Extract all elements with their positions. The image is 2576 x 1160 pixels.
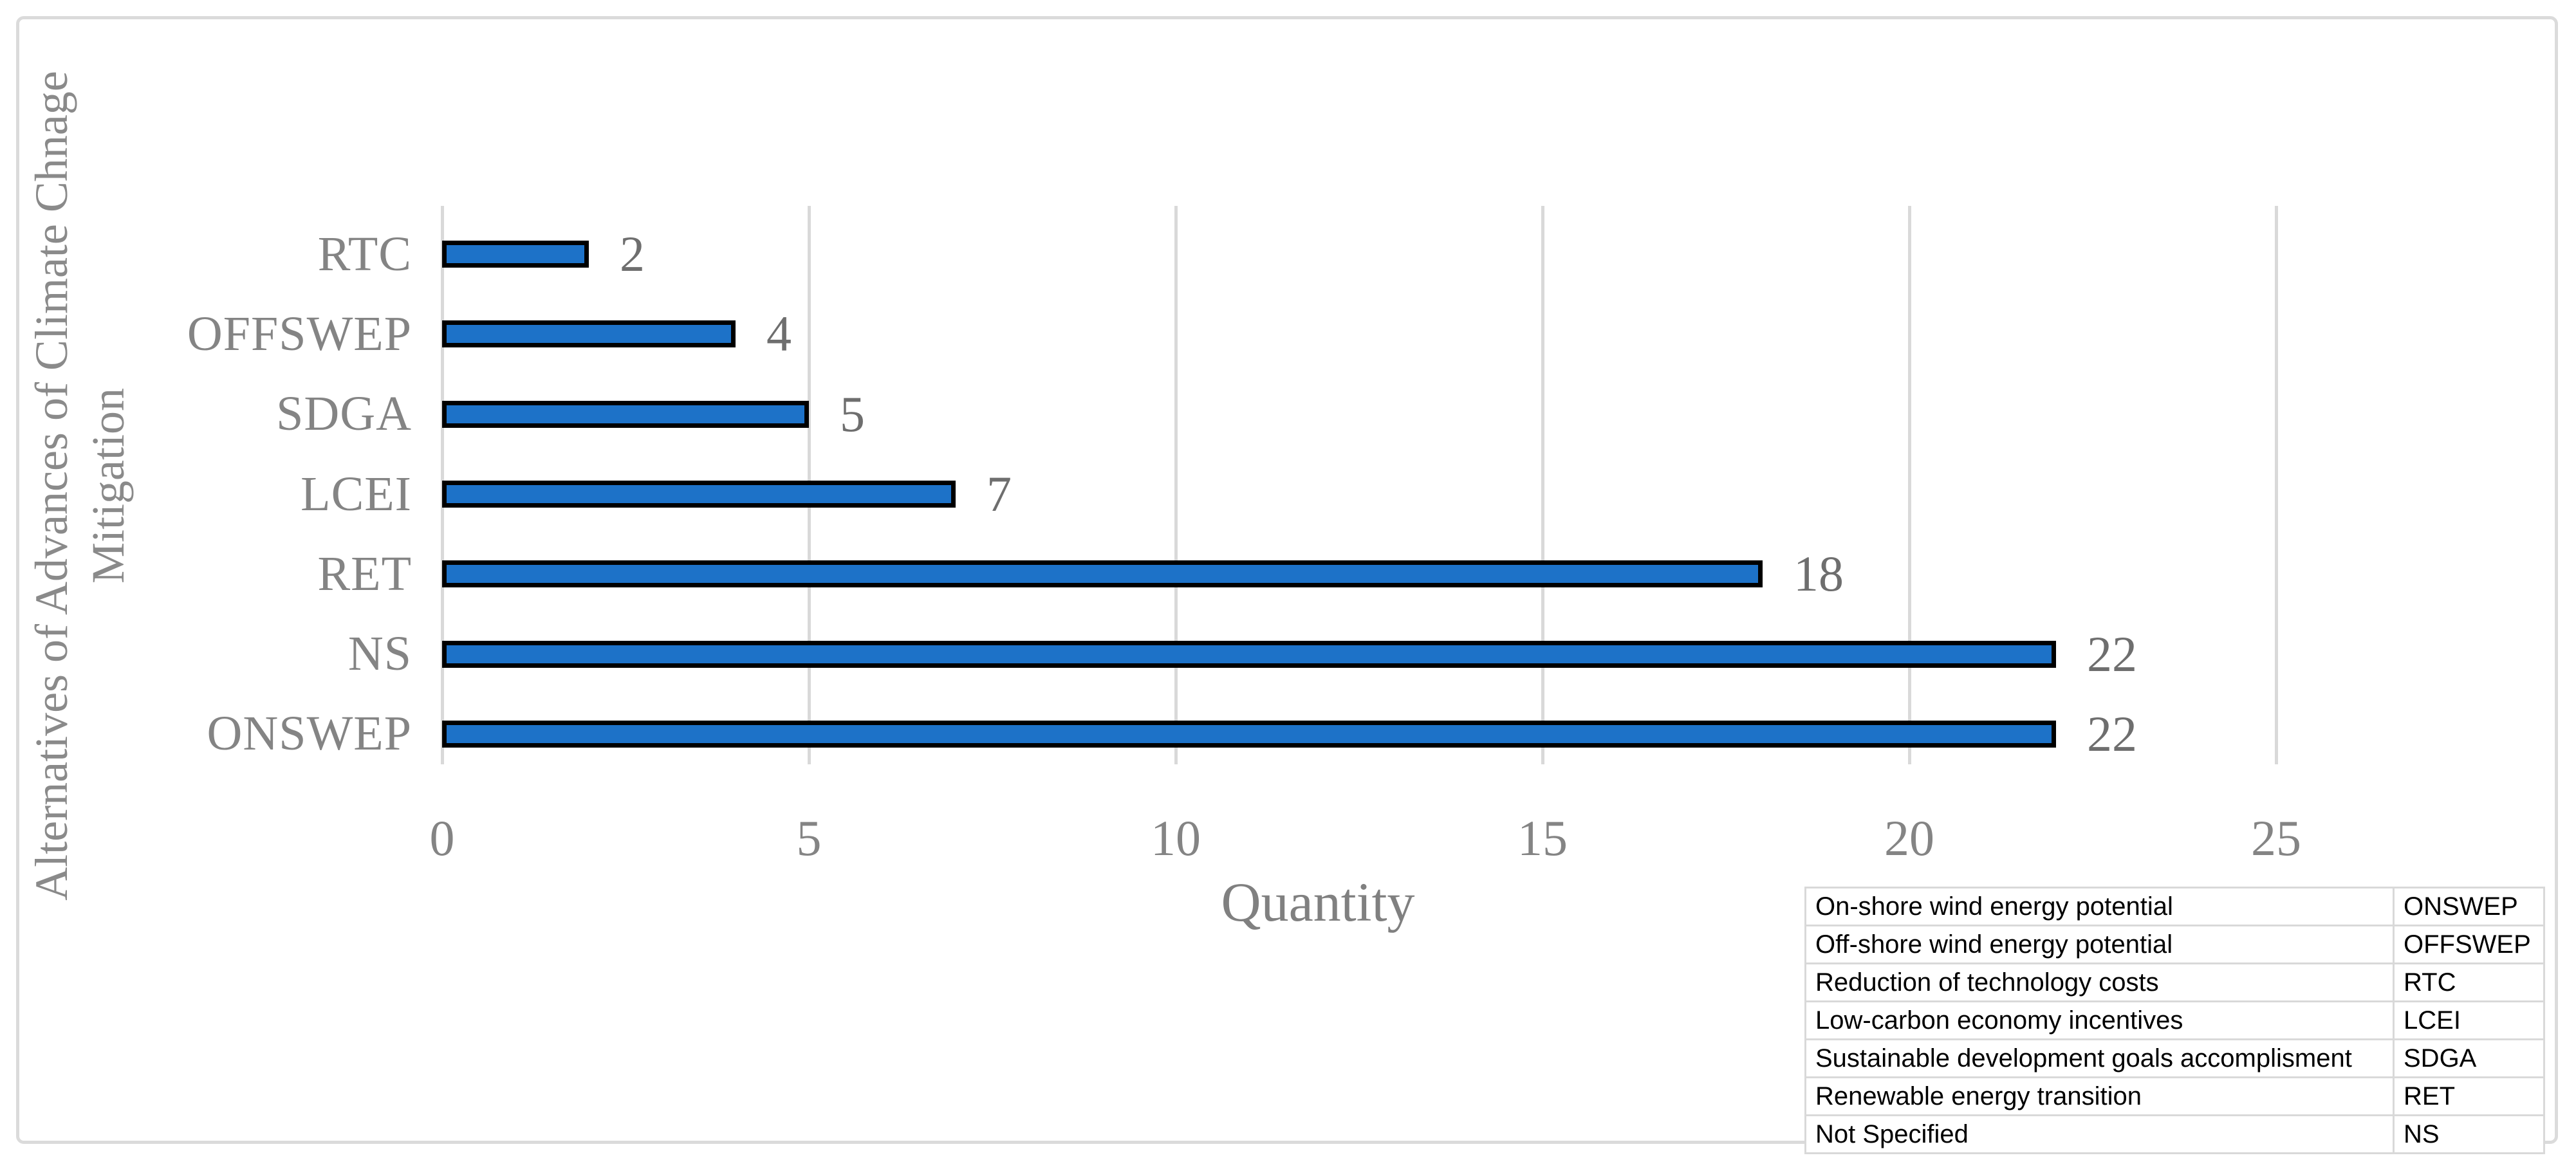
- bar-OFFSWEP: [442, 320, 736, 348]
- x-axis-title: Quantity: [1221, 871, 1415, 933]
- bar-RTC: [442, 241, 589, 268]
- gridline-x-20: [1908, 206, 1911, 764]
- gridline-x-10: [1174, 206, 1178, 764]
- category-label-LCEI: LCEI: [301, 466, 412, 521]
- value-label-ONSWEP: 22: [2087, 705, 2137, 762]
- legend-row-ONSWEP: On-shore wind energy potential ONSWEP: [1804, 887, 2545, 926]
- legend-abbr-cell: ONSWEP: [2393, 887, 2545, 926]
- bar-NS: [442, 640, 2056, 668]
- legend-row-NS: Not Specified NS: [1804, 1114, 2545, 1154]
- legend-description-cell: Low-carbon economy incentives: [1804, 1000, 2395, 1040]
- legend-abbr-cell: RTC: [2393, 962, 2545, 1002]
- value-label-SDGA: 5: [840, 385, 865, 442]
- category-label-RET: RET: [317, 546, 412, 601]
- bar-LCEI: [442, 481, 956, 508]
- bar-RET: [442, 560, 1763, 588]
- legend-abbr-cell: LCEI: [2393, 1000, 2545, 1040]
- legend-row-LCEI: Low-carbon economy incentives LCEI: [1804, 1000, 2545, 1040]
- x-tick-label-0: 0: [429, 810, 455, 866]
- category-label-SDGA: SDGA: [276, 387, 412, 441]
- value-label-RET: 18: [1793, 546, 1844, 602]
- legend-row-SDGA: Sustainable development goals accomplism…: [1804, 1038, 2545, 1078]
- legend-description-cell: Renewable energy transition: [1804, 1076, 2395, 1116]
- value-label-NS: 22: [2087, 625, 2137, 682]
- legend-abbr-cell: NS: [2393, 1114, 2545, 1154]
- x-tick-label-10: 10: [1151, 810, 1201, 866]
- legend-abbr-cell: OFFSWEP: [2393, 925, 2545, 964]
- gridline-x-15: [1541, 206, 1544, 764]
- value-label-LCEI: 7: [987, 466, 1012, 522]
- legend-description-cell: Sustainable development goals accomplism…: [1804, 1038, 2395, 1078]
- x-tick-label-20: 20: [1884, 810, 1934, 866]
- legend-table: On-shore wind energy potential ONSWEP Off-…: [1804, 887, 2545, 1154]
- legend-description-cell: Not Specified: [1804, 1114, 2395, 1154]
- x-tick-label-5: 5: [796, 810, 822, 866]
- x-tick-label-25: 25: [2251, 810, 2301, 866]
- gridline-x-25: [2275, 206, 2278, 764]
- bar-ONSWEP: [442, 720, 2056, 748]
- value-label-OFFSWEP: 4: [766, 306, 792, 362]
- legend-row-RTC: Reduction of technology costs RTC: [1804, 962, 2545, 1002]
- legend-description-cell: On-shore wind energy potential: [1804, 887, 2395, 926]
- category-label-RTC: RTC: [317, 226, 412, 281]
- bar-SDGA: [442, 400, 809, 428]
- legend-abbr-cell: SDGA: [2393, 1038, 2545, 1078]
- category-label-OFFSWEP: OFFSWEP: [187, 306, 412, 361]
- legend-description-cell: Off-shore wind energy potential: [1804, 925, 2395, 964]
- legend-row-OFFSWEP: Off-shore wind energy potential OFFSWEP: [1804, 925, 2545, 964]
- legend-description-cell: Reduction of technology costs: [1804, 962, 2395, 1002]
- legend-abbr-cell: RET: [2393, 1076, 2545, 1116]
- category-label-ONSWEP: ONSWEP: [207, 706, 412, 761]
- x-tick-label-15: 15: [1517, 810, 1568, 866]
- category-label-NS: NS: [347, 627, 412, 681]
- value-label-RTC: 2: [620, 226, 645, 282]
- legend-row-RET: Renewable energy transition RET: [1804, 1076, 2545, 1116]
